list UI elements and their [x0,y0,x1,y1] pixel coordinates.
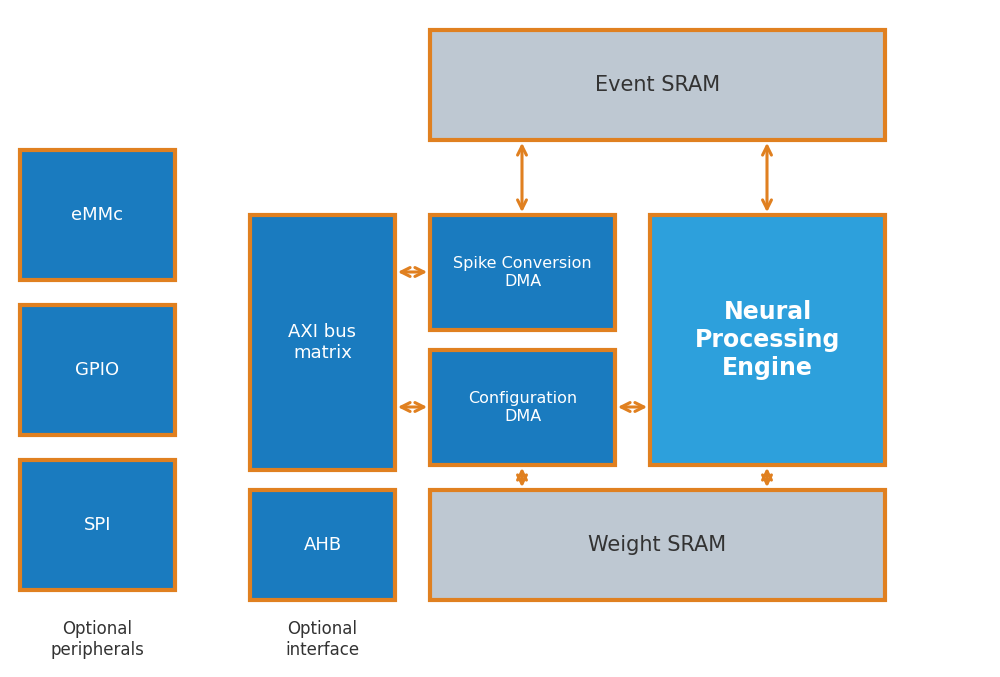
Bar [650,215,885,465]
Bar [430,490,885,600]
Text: eMMc: eMMc [72,206,124,224]
Bar [430,350,615,465]
Bar [430,30,885,140]
Bar [20,305,175,435]
Text: Optional
peripherals: Optional peripherals [50,620,144,659]
Text: Configuration
DMA: Configuration DMA [468,391,577,424]
Text: Weight SRAM: Weight SRAM [588,535,727,555]
Bar [20,150,175,280]
Bar [430,215,615,330]
Text: Neural
Processing
Engine: Neural Processing Engine [695,300,840,380]
Text: SPI: SPI [84,516,111,534]
Text: Event SRAM: Event SRAM [595,75,720,95]
Text: GPIO: GPIO [75,361,120,379]
Text: AHB: AHB [303,536,342,554]
Text: Optional
interface: Optional interface [285,620,359,659]
Text: Spike Conversion
DMA: Spike Conversion DMA [453,257,592,288]
Bar [20,460,175,590]
Bar [250,215,395,470]
Text: AXI bus
matrix: AXI bus matrix [288,323,356,362]
Bar [250,490,395,600]
